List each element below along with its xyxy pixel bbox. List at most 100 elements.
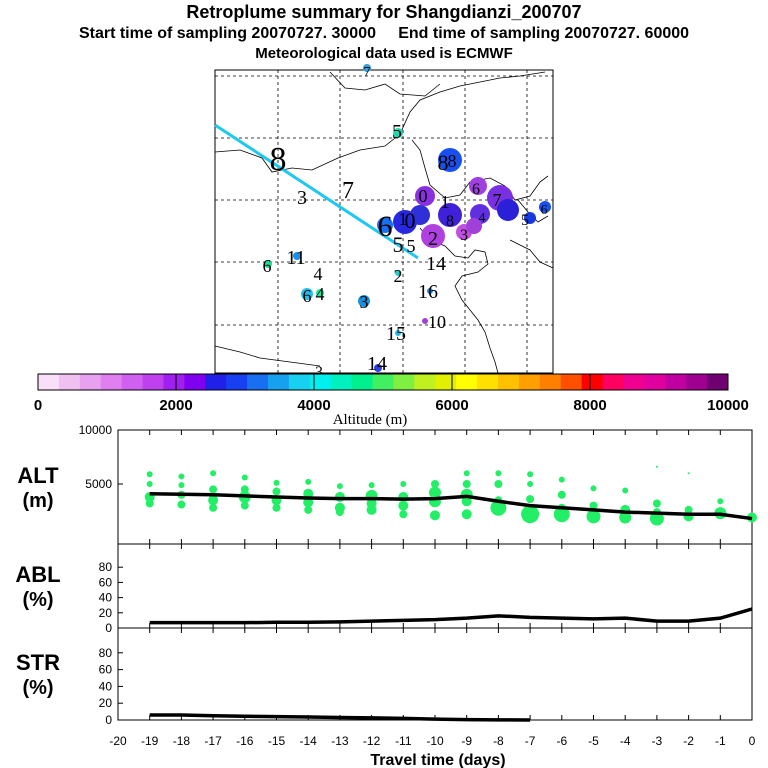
map-day-label: 2 (394, 266, 403, 286)
colorbar-tick-label: 8000 (573, 397, 606, 414)
alt-plume-dot (687, 472, 690, 475)
alt-plume-dot (209, 503, 218, 512)
alt-plume-dot (490, 499, 507, 516)
map-day-label: 3 (460, 227, 468, 244)
alt-plume-dot (335, 508, 344, 517)
plume-dot (395, 270, 401, 276)
x-tick-label: -3 (652, 734, 663, 748)
plume-dot (524, 212, 536, 224)
plume-dot (469, 177, 487, 195)
alt-plume-dot (178, 482, 185, 489)
alt-plume-dot (240, 501, 249, 510)
alt-plume-dot (619, 511, 632, 524)
colorbar-swatch (560, 374, 583, 390)
map-day-label: 3 (297, 187, 307, 209)
alt-plume-dot (398, 500, 409, 511)
map-day-label: 8 (448, 151, 457, 171)
colorbar-swatch (121, 374, 144, 390)
alt-plume-dot (209, 485, 218, 494)
colorbar-swatch (372, 374, 394, 390)
map-day-label: 3 (315, 364, 323, 381)
x-tick-label: -20 (109, 734, 127, 748)
colorbar-swatch (247, 374, 269, 390)
map-day-label: 7 (342, 178, 354, 204)
x-tick-label: -9 (461, 734, 472, 748)
abl-y-tick-label: 80 (99, 560, 113, 574)
alt-plume-dot (586, 509, 601, 524)
alt-plume-dot (649, 511, 664, 526)
colorbar-swatch (100, 374, 123, 390)
plume-dot (293, 252, 301, 260)
alt-plume-dot (272, 503, 281, 512)
str-panel-label: STR (16, 650, 60, 675)
map-day-label: 5 (392, 121, 402, 143)
map-day-label: 3 (360, 292, 369, 312)
alt-plume-dot (431, 480, 439, 488)
x-tick-label: -4 (620, 734, 631, 748)
str-y-tick-label: 40 (99, 679, 113, 693)
colorbar-swatch (58, 374, 81, 390)
plume-dot (466, 218, 482, 234)
plume-dot (358, 295, 370, 307)
x-tick-label: -12 (363, 734, 381, 748)
plume-dot (301, 288, 313, 300)
alt-plume-dot (208, 495, 219, 506)
x-tick-label: -2 (683, 734, 694, 748)
alt-series-line (149, 491, 753, 521)
time-series-panels: 500010000ALT(m)020406080ABL(%)020406080S… (15, 423, 757, 768)
alt-panel-label: ALT (17, 463, 59, 488)
x-tick-label: -17 (204, 734, 222, 748)
plume-dot (497, 199, 519, 221)
map-day-label: 1 (399, 209, 408, 229)
alt-plume-dot (462, 480, 471, 488)
alt-plume-dot (553, 506, 570, 523)
alt-plume-dot (521, 505, 540, 524)
colorbar-swatch (309, 374, 332, 390)
plume-dot (316, 289, 324, 297)
alt-plume-dot (273, 479, 280, 486)
map-day-label: 4 (479, 211, 486, 226)
map-day-label: 8 (438, 150, 449, 175)
alt-plume-dot (655, 465, 658, 468)
map-day-label: 6 (472, 181, 480, 198)
colorbar-swatch (477, 374, 499, 390)
alt-plume-dot (463, 470, 470, 477)
plume-dot (415, 186, 435, 206)
colorbar-swatch (79, 374, 102, 390)
colorbar-swatch (539, 374, 562, 390)
x-tick-label: -11 (395, 734, 412, 748)
colorbar-swatch (518, 374, 541, 390)
plume-dot (422, 318, 428, 324)
plume-dot (264, 260, 272, 268)
map-day-label: 16 (418, 281, 438, 303)
alt-plume-dot (429, 486, 441, 499)
plume-dot (438, 203, 462, 227)
x-tick-label: -16 (236, 734, 254, 748)
map-day-label: 14 (367, 353, 387, 375)
x-axis-label: Travel time (days) (370, 752, 505, 768)
alt-plume-dot (527, 471, 534, 478)
str-series-line (149, 713, 531, 722)
alt-plume-dot (241, 474, 248, 481)
colorbar-swatch (498, 374, 520, 390)
chart-title: Retroplume summary for Shangdianzi_20070… (186, 2, 582, 22)
colorbar-swatch (351, 374, 374, 390)
map-day-label: 7 (493, 190, 502, 210)
alt-plume-dot (430, 510, 440, 521)
colorbar-swatch (581, 374, 604, 390)
colorbar-label: Altitude (m) (333, 412, 408, 428)
plume-dot (410, 205, 430, 225)
abl-panel-label: ABL (15, 562, 60, 587)
colorbar-swatch (644, 374, 666, 390)
alt-plume-dot (622, 487, 629, 494)
alt-y-tick-label: 5000 (85, 477, 112, 491)
plume-dot (377, 217, 393, 233)
alt-plume-dot (304, 505, 313, 514)
alt-plume-dot (305, 478, 312, 485)
alt-plume-dot (461, 509, 472, 520)
map-day-label: 2 (428, 228, 438, 250)
abl-panel-frame (117, 543, 753, 629)
